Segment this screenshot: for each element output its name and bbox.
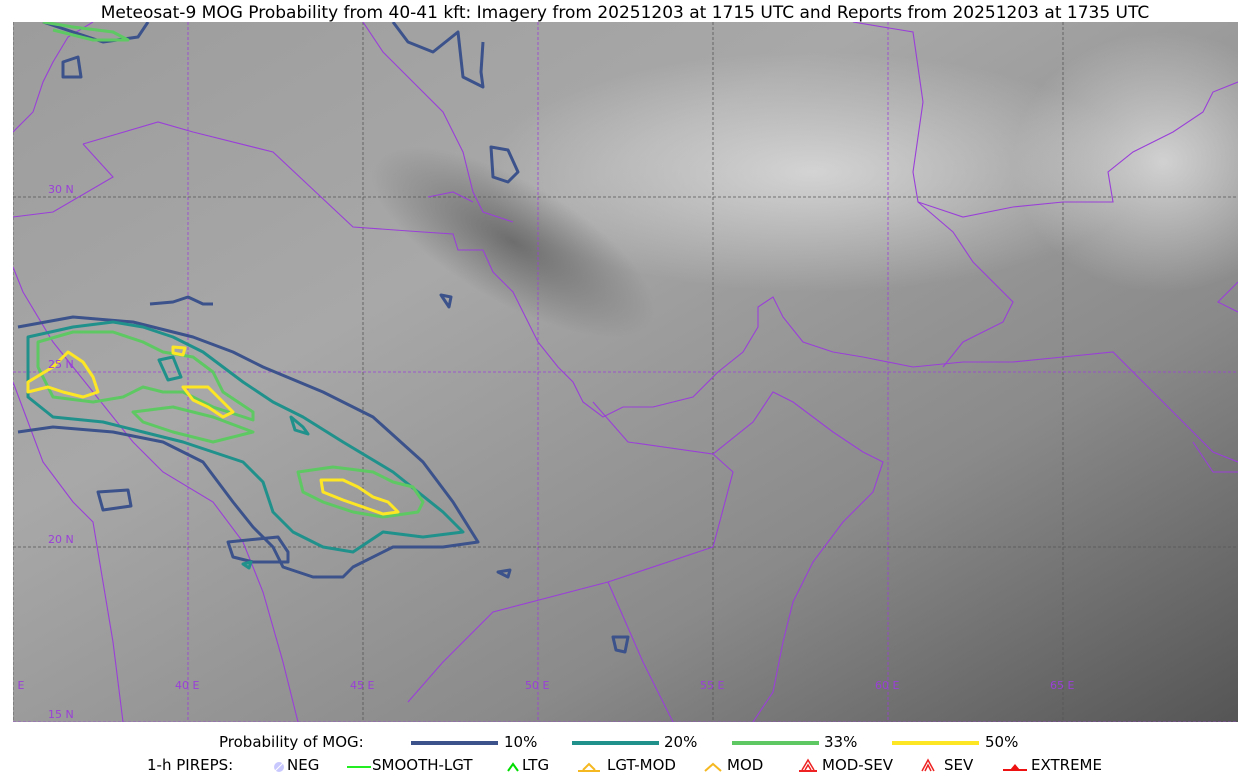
pirep-smooth-lgt-label: SMOOTH-LGT: [372, 756, 473, 774]
mog-contour-33pct: [42, 22, 130, 42]
mog-contour-50pct: [319, 478, 400, 516]
longitude-label: 40 E: [175, 679, 199, 692]
mog-contour-10pct: [96, 488, 133, 512]
mog-contour-33pct: [131, 405, 255, 444]
swatch-10: [411, 741, 498, 745]
swatch-33: [732, 741, 819, 745]
latitude-label: 25 N: [48, 358, 74, 371]
mog-contour-10pct: [149, 295, 213, 306]
border-line: [13, 266, 299, 722]
double-caret-icon: [921, 758, 935, 772]
longitude-label: 50 E: [525, 679, 549, 692]
border-line: [13, 381, 124, 722]
pirep-sev-label: SEV: [944, 756, 974, 774]
border-line: [13, 143, 114, 218]
mog-contour-20pct: [289, 415, 310, 436]
level-33-label: 33%: [824, 733, 858, 751]
caret-bar-icon: [578, 762, 600, 772]
line-icon: [347, 766, 371, 768]
mog-contour-10pct: [42, 22, 150, 44]
longitude-label: 35 E: [13, 679, 24, 692]
mog-contour-33pct: [296, 465, 425, 519]
border-line: [607, 581, 674, 722]
border-line: [82, 121, 1238, 463]
mog-contour-10pct: [439, 293, 453, 309]
latitude-label: 20 N: [48, 533, 74, 546]
cloud-band: [483, 52, 1143, 292]
mog-contour-10pct: [391, 22, 485, 89]
mog-probability-contours: [17, 22, 630, 654]
mog-contour-20pct: [157, 355, 183, 382]
filled-triangle-icon: [1003, 764, 1027, 771]
mog-contour-50pct: [181, 385, 235, 419]
mog-contour-20pct: [241, 560, 253, 570]
pireps-legend-title: 1-h PIREPS:: [147, 756, 234, 774]
caret-icon: [507, 762, 519, 772]
border-line: [852, 22, 1238, 218]
mog-contour-10pct: [489, 145, 520, 184]
mog-contour-10pct: [61, 55, 83, 79]
level-20-label: 20%: [664, 733, 698, 751]
pirep-neg-label: NEG: [287, 756, 320, 774]
level-10-label: 10%: [504, 733, 538, 751]
mog-contour-10pct: [17, 315, 480, 579]
pirep-mod-label: MOD: [727, 756, 764, 774]
longitude-label: 60 E: [875, 679, 899, 692]
mog-contour-50pct: [26, 350, 100, 399]
mog-contour-10pct: [611, 635, 630, 654]
mog-contour-50pct: [171, 345, 187, 357]
caret-icon: [704, 762, 722, 772]
latitude-label: 15 N: [48, 708, 74, 721]
cloud-band: [1013, 32, 1238, 292]
mog-contour-20pct: [26, 320, 465, 554]
country-borders: [13, 22, 1238, 722]
pirep-ltg-label: LTG: [522, 756, 550, 774]
border-line: [1192, 441, 1238, 473]
longitude-label: 45 E: [350, 679, 374, 692]
level-50-label: 50%: [985, 733, 1019, 751]
lat-lon-grid: [13, 22, 1238, 722]
swatch-20: [572, 741, 659, 745]
satellite-map[interactable]: 35 E 40 E 45 E 50 E 55 E 60 E 65 E 30 N 25 N 20 N…: [13, 22, 1238, 722]
border-line: [1217, 281, 1238, 313]
border-line: [362, 22, 514, 223]
pirep-extreme-label: EXTREME: [1031, 756, 1102, 774]
latitude-label: 30 N: [48, 183, 74, 196]
swatch-50: [892, 741, 979, 745]
probability-legend-title: Probability of MOG:: [219, 733, 364, 751]
longitude-label: 55 E: [700, 679, 724, 692]
longitude-label: 65 E: [1050, 679, 1074, 692]
border-line: [592, 391, 884, 722]
pirep-lgt-mod-label: LGT-MOD: [607, 756, 676, 774]
mog-contour-10pct: [496, 568, 512, 579]
map-title: Meteosat-9 MOG Probability from 40-41 kf…: [100, 3, 1150, 23]
mog-contour-10pct: [226, 535, 290, 564]
pirep-mod-sev-label: MOD-SEV: [822, 756, 893, 774]
neg-circle-icon: [274, 762, 284, 772]
border-line: [917, 201, 1014, 368]
border-line: [427, 191, 474, 203]
mog-contour-33pct: [36, 330, 255, 422]
double-caret-bar-icon: [799, 758, 817, 772]
grid-labels: 35 E 40 E 45 E 50 E 55 E 60 E 65 E 30 N 25 N 20 N…: [13, 183, 1074, 721]
